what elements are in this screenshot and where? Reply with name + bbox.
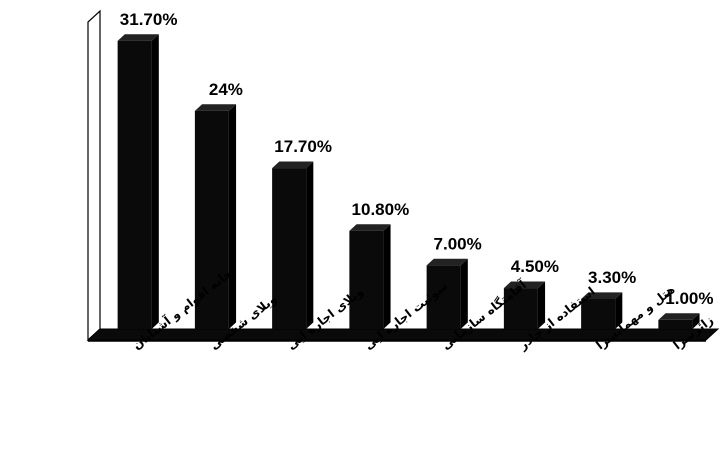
bar-front xyxy=(658,319,693,329)
bar-side xyxy=(537,281,546,329)
bar-top xyxy=(581,292,623,299)
bar xyxy=(658,313,700,329)
data-label: 17.70% xyxy=(274,137,332,156)
bar-top xyxy=(194,104,237,111)
bar-side xyxy=(151,34,159,330)
bar xyxy=(581,292,623,329)
bar-front xyxy=(272,168,307,329)
bar-top xyxy=(349,224,391,231)
bar-top xyxy=(272,161,314,169)
bar-top xyxy=(117,34,159,41)
bar-side xyxy=(692,313,700,329)
data-label: 3.30% xyxy=(588,268,636,287)
data-label: 1.00% xyxy=(665,289,713,308)
bar xyxy=(426,258,468,329)
data-labels-group: 31.70% 24% 17.70% 10.80% 7.00% 4.50% 3.30% 1.00… xyxy=(120,10,714,308)
bar-side xyxy=(383,224,391,329)
bar-front xyxy=(581,299,616,329)
data-label: 4.50% xyxy=(511,257,559,276)
bar-top xyxy=(658,313,700,320)
floor-slab xyxy=(86,328,720,341)
data-label: 10.80% xyxy=(352,200,410,219)
bar-side xyxy=(460,258,468,329)
bar-side xyxy=(228,104,237,329)
bar xyxy=(272,161,314,329)
bar xyxy=(503,281,546,329)
bar-front xyxy=(349,230,384,329)
data-label: 7.00% xyxy=(434,234,482,253)
bar-top xyxy=(426,258,468,266)
data-label: 31.70% xyxy=(120,10,178,29)
back-wall-panel xyxy=(87,9,101,342)
bar-front xyxy=(503,288,538,329)
chart-floor xyxy=(86,328,720,342)
bar-front xyxy=(194,110,229,330)
bar-side xyxy=(306,161,314,329)
bar xyxy=(349,224,391,329)
bar xyxy=(117,34,159,330)
bars-group xyxy=(117,34,700,330)
bar-front xyxy=(426,265,461,329)
bar-top xyxy=(503,281,546,289)
bar-side xyxy=(615,292,623,329)
bar xyxy=(194,104,237,330)
data-label: 24% xyxy=(209,80,243,99)
bar-front xyxy=(117,40,152,330)
chart-back-wall xyxy=(87,9,101,342)
